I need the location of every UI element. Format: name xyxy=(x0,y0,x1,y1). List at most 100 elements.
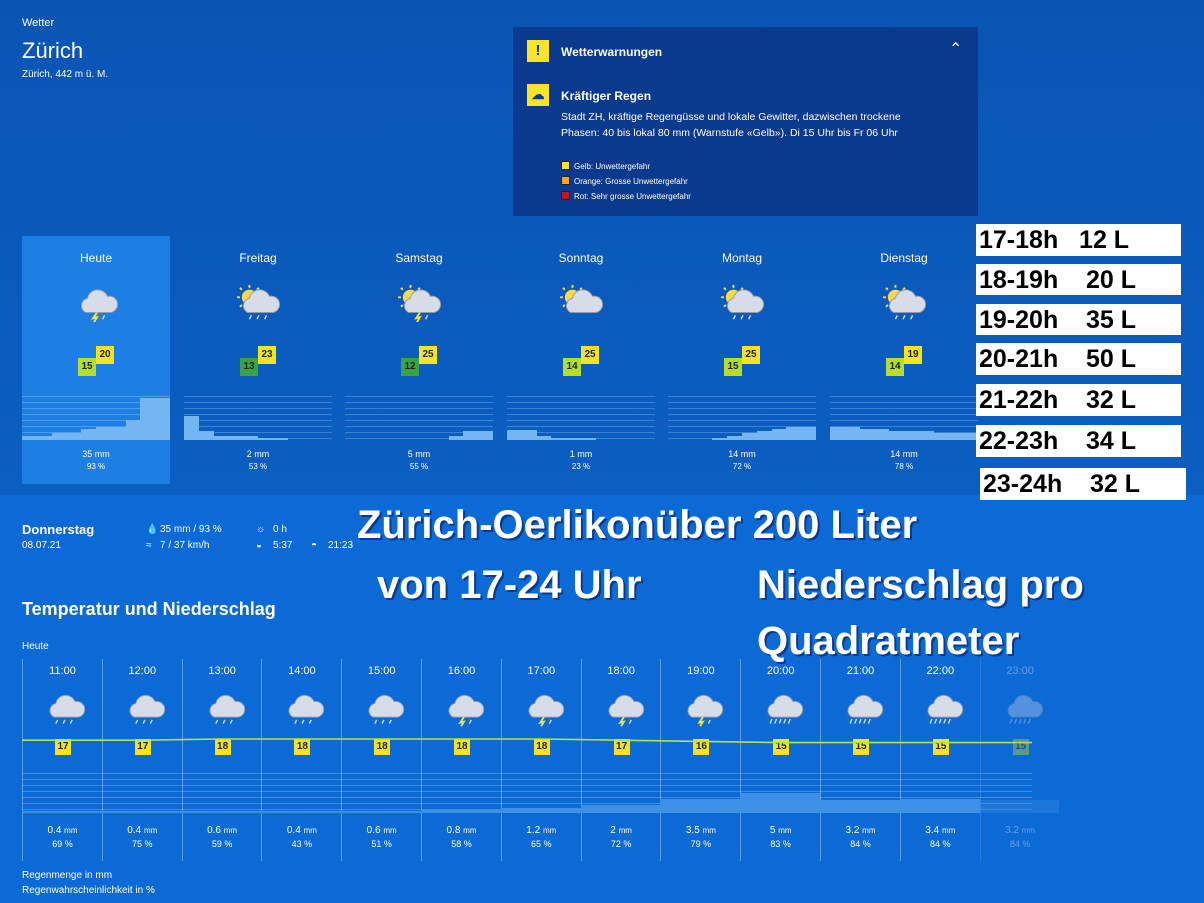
sunset-icon: ◓ xyxy=(311,540,318,551)
rain-cloud-icon xyxy=(362,689,405,727)
overlay-text-line1: Zürich-Oerlikonüber 200 Liter xyxy=(357,503,918,547)
hour-temperature: 18 xyxy=(294,739,311,755)
day-rain-probability: 72 % xyxy=(732,462,752,471)
hour-column: 23:00 15 3.2 mm 84 % xyxy=(979,659,1060,861)
day-rain-bar xyxy=(771,429,787,440)
hour-temperature: 18 xyxy=(374,739,391,755)
hour-time: 19:00 xyxy=(687,665,715,677)
summary-sunrise: 5:37 xyxy=(273,540,293,551)
thunder-cloud-icon xyxy=(522,689,564,727)
hour-rain-amount: 0.6 mm xyxy=(183,825,262,836)
hour-rain-probability: 58 % xyxy=(451,839,472,849)
hour-rain-probability: 84 % xyxy=(930,839,951,849)
temp-high: 25 xyxy=(581,346,599,364)
warning-text-line2: Phasen: 40 bis lokal 80 mm (Warnstufe «G… xyxy=(561,127,898,139)
hour-rain-unit: mm xyxy=(778,826,792,835)
day-rain-bar xyxy=(536,435,552,440)
hour-rain-amount: 3.2 mm xyxy=(821,825,900,836)
hour-column: 18:00 17 2 mm 72 % xyxy=(580,659,661,861)
legend-rain-amount: Regenmenge in mm xyxy=(22,870,113,881)
day-card-sonntag[interactable]: Sonntag 14 25 1 mm 23 % xyxy=(507,236,655,484)
rain-cloud-icon xyxy=(43,689,86,727)
section-label: Wetter xyxy=(22,17,55,29)
hour-rain-bar xyxy=(181,810,262,813)
day-rain-bar xyxy=(963,433,978,440)
hour-rain-bar xyxy=(261,811,342,813)
hour-rain-probability: 84 % xyxy=(1009,839,1031,849)
hour-rain-bar xyxy=(580,805,661,813)
collapse-chevron-icon[interactable]: ⌃ xyxy=(949,41,963,58)
legend-label: Rot: Sehr grosse Unwettergefahr xyxy=(574,192,691,201)
temp-high: 25 xyxy=(419,346,437,364)
temp-low: 13 xyxy=(240,358,258,376)
hour-rain-unit: mm xyxy=(862,826,876,835)
day-card-heute[interactable]: Heute 15 20 35 mm 93 % xyxy=(22,236,170,484)
temp-high: 23 xyxy=(258,346,276,364)
hour-rain-value: 2 xyxy=(610,825,616,836)
day-rain-amount: 14 mm xyxy=(890,449,918,459)
hour-column: 15:00 18 0.6 mm 51 % xyxy=(341,659,421,861)
day-rain-bar xyxy=(918,431,934,440)
hour-rain-value: 1.2 xyxy=(526,825,541,836)
hourly-liters-box: 17-18h 12 L xyxy=(976,224,1181,256)
legend-color-swatch xyxy=(561,161,570,170)
warnings-title: Wetterwarnungen xyxy=(561,45,663,59)
day-rain-bar xyxy=(551,437,567,440)
hour-rain-bar xyxy=(820,800,900,813)
day-rain-bar xyxy=(463,431,479,440)
day-rain-probability: 23 % xyxy=(571,462,591,471)
heavy-rain-cloud-icon xyxy=(921,689,963,727)
hour-time: 11:00 xyxy=(49,665,76,677)
day-label: Montag xyxy=(721,251,763,265)
day-label: Sonntag xyxy=(558,251,604,265)
day-rain-amount: 5 mm xyxy=(407,449,431,459)
hour-rain-unit: mm xyxy=(618,826,632,835)
day-card-dienstag[interactable]: Dienstag 14 19 14 mm 78 % xyxy=(830,236,978,484)
day-rain-bar xyxy=(125,420,141,440)
summary-rain: 35 mm / 93 % xyxy=(160,524,222,535)
hour-temperature: 17 xyxy=(55,739,71,755)
hour-rain-unit: mm xyxy=(702,826,716,835)
rain-cloud-icon xyxy=(282,689,325,727)
hourly-liters-box: 19-20h 35 L xyxy=(976,304,1181,335)
day-rain-bar xyxy=(507,430,522,440)
hourly-rain-bars xyxy=(22,773,1060,813)
day-card-montag[interactable]: Montag 15 25 14 mm 72 % xyxy=(668,236,816,484)
sunrise-icon: ◒ xyxy=(256,540,263,551)
sun-thunder-cloud-icon xyxy=(395,284,443,323)
summary-sun-hours: 0 h xyxy=(273,524,287,535)
day-card-freitag[interactable]: Freitag 13 23 2 mm 53 % xyxy=(184,236,332,484)
hour-rain-amount: 3.5 mm xyxy=(661,825,740,836)
hour-rain-amount: 3.4 mm xyxy=(901,825,980,836)
hour-time: 12:00 xyxy=(128,665,157,677)
warning-exclamation-icon: ! xyxy=(527,40,549,62)
hour-time: 14:00 xyxy=(288,665,316,677)
hour-rain-amount: 5 mm xyxy=(741,825,820,836)
day-rain-amount: 1 mm xyxy=(569,449,593,459)
hour-rain-value: 3.5 xyxy=(685,825,700,836)
day-rain-amount: 35 mm xyxy=(82,449,110,459)
hour-rain-unit: mm xyxy=(303,826,317,835)
day-card-samstag[interactable]: Samstag 12 25 5 mm 55 % xyxy=(345,236,493,484)
hourly-liters-box: 22-23h 34 L xyxy=(976,425,1181,457)
hour-rain-probability: 69 % xyxy=(52,839,73,849)
overlay-text-line2b: Niederschlag pro xyxy=(757,563,1084,607)
day-rain-bar xyxy=(96,426,111,440)
hour-rain-unit: mm xyxy=(223,826,238,835)
hour-rain-probability: 84 % xyxy=(850,839,871,849)
rain-cloud-icon xyxy=(203,689,245,727)
day-rain-probability: 53 % xyxy=(248,462,268,471)
hour-rain-value: 0.8 xyxy=(446,825,461,836)
sun-cloud-icon xyxy=(557,284,605,322)
forecast-bottom-section xyxy=(0,495,1204,903)
day-rain-bar xyxy=(66,433,82,440)
summary-wind: 7 / 37 km/h xyxy=(160,540,210,551)
day-rain-chart xyxy=(22,396,170,440)
temp-high: 19 xyxy=(904,346,922,364)
hour-rain-unit: mm xyxy=(1021,826,1036,835)
hour-rain-probability: 83 % xyxy=(770,839,791,849)
hour-rain-unit: mm xyxy=(383,826,397,835)
day-rain-bar xyxy=(801,426,816,440)
day-label: Heute xyxy=(79,251,113,265)
day-rain-probability: 55 % xyxy=(409,462,429,471)
